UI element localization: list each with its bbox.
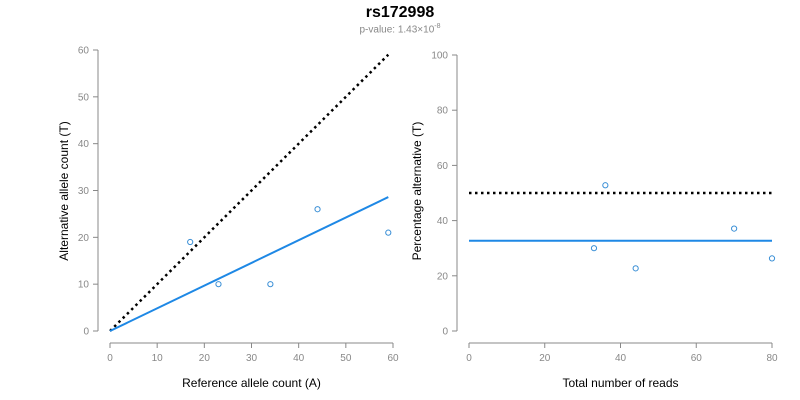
data-point — [267, 281, 274, 288]
data-point — [768, 255, 776, 262]
y-tick-label: 60 — [78, 46, 90, 57]
y-tick-label: 80 — [437, 106, 449, 117]
x-axis-title: Reference allele count (A) — [182, 376, 321, 390]
data-point — [602, 182, 609, 189]
fit-line — [109, 196, 389, 332]
y-tick-label: 60 — [437, 161, 449, 172]
y-tick-label: 10 — [78, 280, 90, 291]
x-tick-label: 40 — [615, 353, 627, 364]
data-point — [731, 225, 738, 232]
x-tick-label: 30 — [246, 353, 258, 364]
pvalue-text: p-value: 1.43×10 — [359, 24, 435, 36]
x-tick-label: 20 — [199, 353, 211, 364]
x-tick-label: 0 — [107, 353, 113, 364]
x-tick-label: 20 — [539, 353, 551, 364]
data-point — [314, 206, 321, 213]
chart-title: rs172998 — [365, 4, 435, 21]
x-tick-label: 60 — [387, 353, 399, 364]
data-point — [187, 238, 194, 246]
panel-allele-counts: 0 10 20 30 40 50 60 0 10 20 30 40 50 60 Reference alle… — [57, 46, 399, 391]
x-tick-label: 0 — [466, 353, 472, 364]
y-tick-label: 20 — [78, 233, 90, 244]
panel-percentage-alternative: 0 20 40 60 80 0 20 40 60 80 100 Total number of rea… — [410, 51, 778, 391]
x-axis-title: Total number of reads — [562, 376, 678, 390]
x-tick-label: 40 — [293, 353, 305, 364]
x-tick-label: 10 — [152, 353, 164, 364]
x-tick-label: 80 — [766, 353, 778, 364]
chart-subtitle-pvalue: p-value: 1.43×10-8 — [0, 23, 800, 35]
data-point — [590, 245, 598, 252]
y-tick-label: 40 — [437, 216, 449, 227]
y-tick-label: 50 — [78, 92, 90, 103]
y-tick-label: 0 — [442, 327, 448, 338]
data-point — [385, 229, 392, 236]
data-point — [215, 281, 222, 288]
y-tick-label: 20 — [437, 271, 449, 282]
x-tick-label: 50 — [340, 353, 352, 364]
reference-line — [109, 53, 390, 332]
y-tick-label: 0 — [83, 327, 89, 338]
y-axis-title: Percentage alternative (T) — [410, 122, 424, 261]
y-tick-label: 40 — [78, 139, 90, 150]
y-tick-label: 30 — [78, 186, 90, 197]
data-point — [632, 265, 639, 272]
x-tick-label: 60 — [691, 353, 703, 364]
y-tick-label: 100 — [431, 51, 448, 62]
pvalue-exponent: -8 — [434, 23, 441, 30]
y-axis-title: Alternative allele count (T) — [57, 121, 71, 260]
